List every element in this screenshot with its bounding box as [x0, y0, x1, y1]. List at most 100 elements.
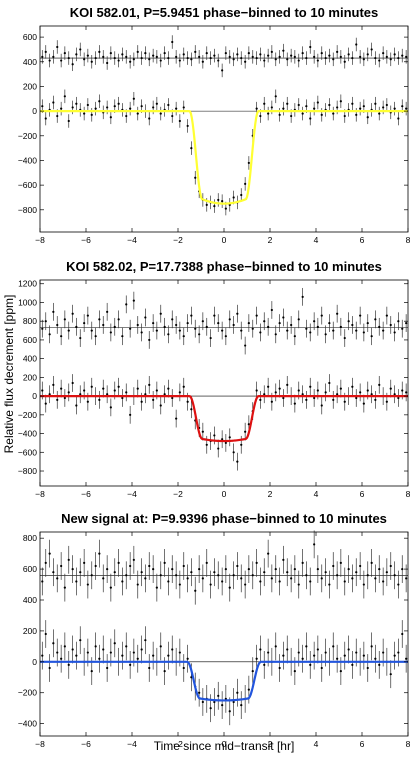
data-point: [94, 107, 97, 110]
data-point: [305, 645, 308, 648]
data-point: [155, 55, 158, 58]
data-point: [374, 577, 377, 580]
data-point: [178, 329, 181, 332]
data-point: [201, 430, 204, 433]
data-point: [324, 333, 327, 336]
data-point: [332, 564, 335, 568]
data-point: [382, 329, 385, 332]
data-point: [48, 333, 51, 336]
y-tick-label: −400: [18, 719, 37, 729]
data-point: [63, 645, 66, 648]
data-point: [109, 331, 112, 334]
data-point: [117, 59, 120, 62]
data-point: [301, 112, 304, 115]
data-point: [328, 54, 331, 57]
data-point: [175, 417, 178, 420]
data-point: [98, 657, 101, 660]
data-point: [201, 320, 204, 323]
data-point: [301, 393, 304, 396]
data-point: [286, 58, 289, 61]
data-point: [221, 200, 224, 203]
data-point: [109, 52, 112, 55]
data-point: [190, 408, 193, 411]
y-tick-label: 600: [23, 32, 37, 42]
data-point: [163, 393, 166, 396]
data-point: [393, 107, 396, 110]
data-point: [155, 102, 158, 105]
data-point: [140, 571, 143, 574]
data-point: [282, 396, 285, 400]
x-tick-label: 2: [268, 739, 273, 749]
data-point: [94, 56, 97, 60]
data-point: [385, 55, 388, 58]
data-point: [106, 310, 109, 313]
data-point: [178, 119, 181, 123]
data-point: [217, 447, 220, 450]
data-point: [297, 103, 300, 107]
data-series: [41, 89, 408, 216]
data-point: [251, 574, 254, 577]
data-point: [44, 561, 47, 565]
data-point: [90, 669, 93, 673]
panel-2-title: KOI 582.02, P=17.7388 phase−binned to 10…: [66, 259, 382, 274]
data-point: [378, 567, 381, 571]
data-point: [247, 321, 250, 325]
y-tick-label: 800: [23, 316, 37, 326]
data-point: [316, 325, 319, 328]
data-point: [71, 106, 74, 109]
data-point: [351, 663, 354, 667]
x-tick-label: 4: [314, 739, 319, 749]
data-point: [205, 325, 208, 328]
data-point: [320, 666, 323, 670]
data-point: [86, 314, 89, 317]
data-point: [232, 58, 235, 61]
data-point: [393, 574, 396, 577]
data-point: [366, 389, 369, 392]
data-point: [267, 325, 270, 328]
data-point: [278, 387, 281, 390]
data-point: [259, 580, 262, 583]
data-point: [385, 103, 388, 107]
panel-1-plot: −8 −6 −4 −2 0 2 4 6 8 −800 −600 −400 −200 0 200 400 600: [18, 25, 411, 245]
x-tick-label: 4: [314, 489, 319, 499]
data-point: [236, 564, 239, 568]
data-point: [113, 56, 116, 60]
data-point: [313, 107, 316, 110]
data-point: [205, 52, 208, 55]
data-point: [259, 398, 262, 401]
data-point: [167, 56, 170, 60]
data-point: [60, 657, 63, 660]
y-tick-label: −200: [18, 688, 37, 698]
data-point: [297, 389, 300, 392]
data-point: [228, 55, 231, 58]
data-point: [301, 561, 304, 565]
panel-2-plot: −8 −6 −4 −2 0 2 4 6 8 −800 −600 −400 −200 0 200 400 600 8…: [18, 279, 411, 499]
data-point: [60, 59, 63, 62]
data-point: [366, 53, 369, 56]
data-point: [224, 335, 227, 338]
data-point: [178, 651, 181, 654]
data-point: [366, 666, 369, 670]
data-point: [63, 95, 66, 98]
data-point: [255, 314, 258, 317]
data-point: [309, 331, 312, 334]
transit-model-curve: [40, 660, 408, 702]
data-point: [217, 694, 220, 697]
data-point: [205, 561, 208, 565]
data-point: [247, 688, 250, 691]
x-tick-label: 2: [268, 489, 273, 499]
data-point: [382, 106, 385, 109]
data-point: [247, 161, 250, 165]
data-point: [362, 583, 365, 586]
x-tick-label: 6: [360, 235, 365, 245]
data-point: [397, 320, 400, 323]
data-point: [316, 59, 319, 62]
data-point: [359, 564, 362, 568]
data-point: [144, 52, 147, 55]
data-point: [71, 63, 74, 66]
data-point: [339, 387, 342, 390]
data-point: [98, 50, 101, 54]
data-point: [286, 648, 289, 651]
data-point: [67, 119, 70, 123]
data-point: [389, 564, 392, 568]
